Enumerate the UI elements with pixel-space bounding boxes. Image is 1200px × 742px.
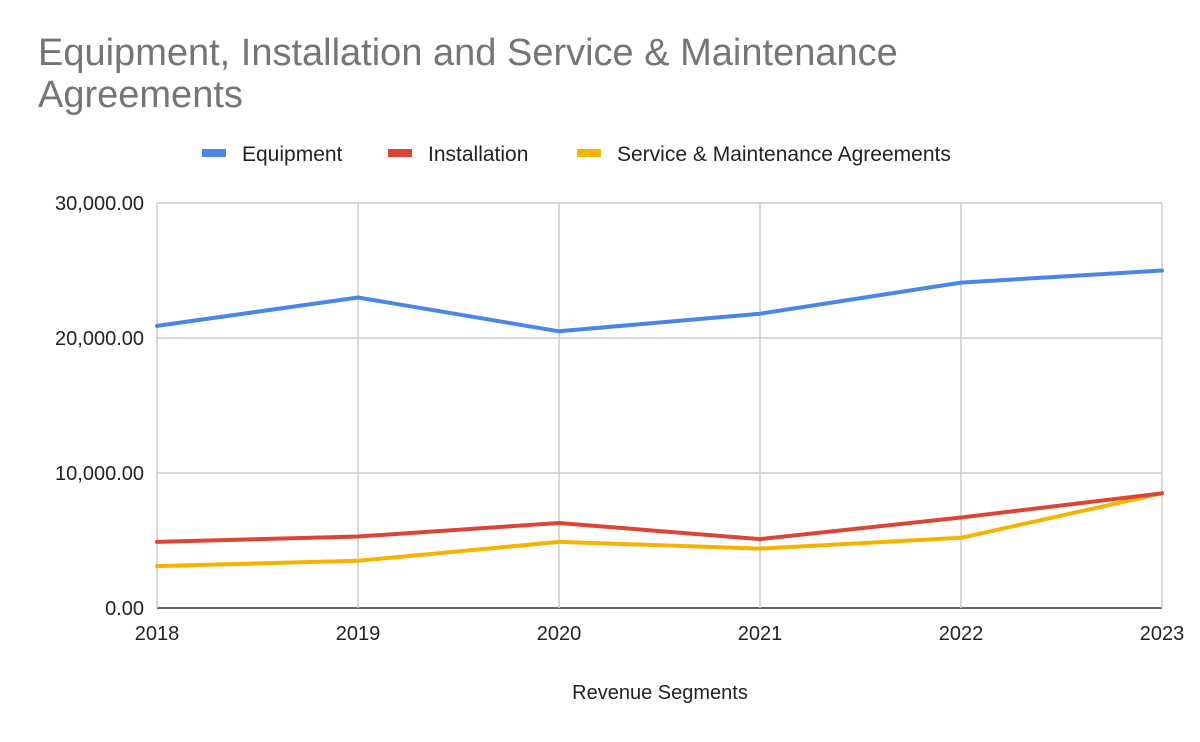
series-lines xyxy=(155,268,1164,569)
series-line-installation xyxy=(155,491,1164,544)
x-tick-label: 2022 xyxy=(939,623,984,645)
y-axis-ticks: 0.00 10,000.00 20,000.00 30,000.00 xyxy=(55,193,144,620)
series-line-equipment xyxy=(155,268,1164,334)
x-tick-label: 2023 xyxy=(1140,623,1185,645)
legend-swatch-service-maintenance-agreements xyxy=(577,149,601,157)
legend-label-service-maintenance-agreements: Service & Maintenance Agreements xyxy=(617,143,951,166)
y-tick-label: 20,000.00 xyxy=(55,328,144,350)
legend-swatch-equipment xyxy=(202,149,226,157)
x-tick-label: 2021 xyxy=(738,623,783,645)
x-axis-title: Revenue Segments xyxy=(572,682,748,704)
chart-title: Equipment, Installation and Service & Ma… xyxy=(38,32,898,116)
x-tick-label: 2019 xyxy=(336,623,381,645)
x-axis-ticks: 2018 2019 2020 2021 2022 2023 xyxy=(135,623,1185,645)
legend: Equipment Installation Service & Maintenan… xyxy=(202,143,951,166)
series-line-service-maintenance-agreements xyxy=(155,491,1164,569)
y-tick-label: 0.00 xyxy=(105,598,144,620)
x-tick-label: 2020 xyxy=(537,623,582,645)
legend-swatch-installation xyxy=(388,149,412,157)
x-tick-label: 2018 xyxy=(135,623,180,645)
y-tick-label: 30,000.00 xyxy=(55,193,144,215)
y-tick-label: 10,000.00 xyxy=(55,463,144,485)
legend-label-equipment: Equipment xyxy=(242,143,343,166)
legend-label-installation: Installation xyxy=(428,143,528,166)
